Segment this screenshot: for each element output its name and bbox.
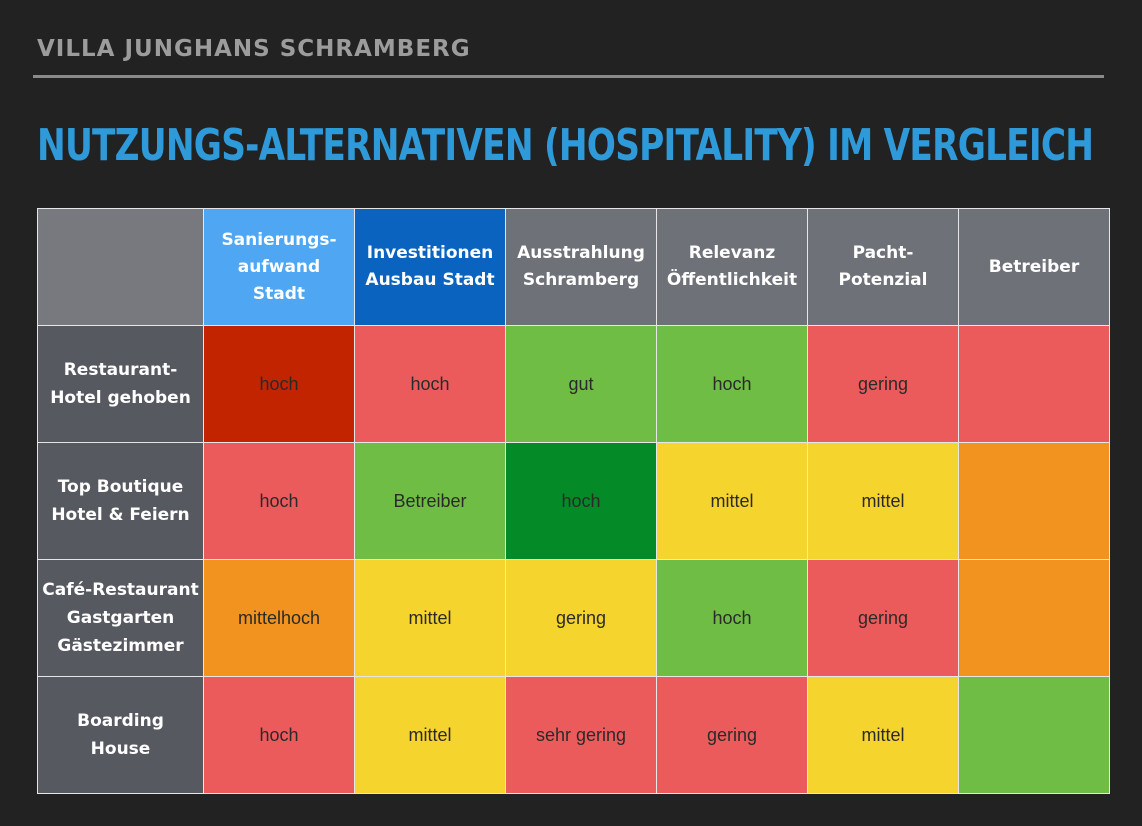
column-header-line: Pacht- bbox=[852, 243, 914, 263]
table-row: Top Boutique Hotel & Feiern hoch Betreiber h… bbox=[37, 442, 1110, 560]
rating-cell: sehr gering bbox=[505, 676, 657, 794]
column-header-line: Sanierungs- bbox=[221, 229, 337, 250]
row-header: Top Boutique Hotel & Feiern bbox=[37, 442, 204, 560]
rating-cell: hoch bbox=[203, 676, 355, 794]
row-header-line: Gastgarten bbox=[66, 608, 175, 628]
rating-cell: gering bbox=[656, 676, 808, 794]
rating-cell bbox=[958, 442, 1110, 560]
row-header: Boarding House bbox=[37, 676, 204, 794]
row-header-line: Restaurant- bbox=[63, 360, 178, 380]
column-header-line: aufwand bbox=[237, 256, 321, 277]
row-header-line: Boarding bbox=[77, 711, 164, 731]
row-header: Restaurant- Hotel gehoben bbox=[37, 325, 204, 443]
rating-cell: gering bbox=[807, 559, 959, 677]
column-header-line: Relevanz bbox=[688, 243, 776, 263]
column-header-investitionen: Investitionen Ausbau Stadt bbox=[354, 208, 506, 326]
rating-cell: mittel bbox=[354, 676, 506, 794]
column-header-line: Ausbau Stadt bbox=[365, 270, 495, 290]
column-header-line: Betreiber bbox=[988, 256, 1080, 277]
rating-cell: hoch bbox=[203, 325, 355, 443]
rating-cell: mittel bbox=[807, 676, 959, 794]
column-header-relevanz: Relevanz Öffentlichkeit bbox=[656, 208, 808, 326]
column-header-line: Ausstrahlung bbox=[517, 243, 645, 263]
table-row: Boarding House hoch mittel sehr gering gering… bbox=[37, 676, 1110, 794]
rating-cell: gering bbox=[807, 325, 959, 443]
table-row: Restaurant- Hotel gehoben hoch hoch gut hoch g… bbox=[37, 325, 1110, 443]
header-divider bbox=[33, 75, 1104, 78]
rating-cell: hoch bbox=[505, 442, 657, 560]
table-row: Café-Restaurant Gastgarten Gästezimmer mitt… bbox=[37, 559, 1110, 677]
column-header-ausstrahlung: Ausstrahlung Schramberg bbox=[505, 208, 657, 326]
rating-cell: gut bbox=[505, 325, 657, 443]
rating-cell: hoch bbox=[203, 442, 355, 560]
page-title: NUTZUNGS-ALTERNATIVEN (HOSPITALITY) IM V… bbox=[37, 120, 1094, 171]
column-header-betreiber: Betreiber bbox=[958, 208, 1110, 326]
rating-cell: mittel bbox=[354, 559, 506, 677]
column-header-line: Öffentlichkeit bbox=[666, 270, 798, 290]
rating-cell bbox=[958, 325, 1110, 443]
column-header-pachtpotenzial: Pacht- Potenzial bbox=[807, 208, 959, 326]
rating-cell: Betreiber bbox=[354, 442, 506, 560]
row-header-line: Gästezimmer bbox=[57, 636, 184, 656]
header-supertitle: VILLA JUNGHANS SCHRAMBERG bbox=[37, 36, 471, 62]
rating-cell: gering bbox=[505, 559, 657, 677]
column-header-line: Investitionen bbox=[366, 243, 494, 263]
table-header-row: Sanierungs- aufwand Stadt Investitionen … bbox=[37, 208, 1110, 326]
column-header-line: Schramberg bbox=[522, 270, 640, 290]
rating-cell: mittel bbox=[656, 442, 808, 560]
comparison-table: Sanierungs- aufwand Stadt Investitionen … bbox=[37, 208, 1110, 794]
rating-cell: hoch bbox=[656, 325, 808, 443]
row-header-line: Café-Restaurant bbox=[42, 580, 199, 600]
column-header-line: Potenzial bbox=[838, 270, 928, 290]
row-header-line: Top Boutique bbox=[57, 477, 184, 497]
row-header-line: Hotel gehoben bbox=[50, 388, 191, 408]
rating-cell: mittelhoch bbox=[203, 559, 355, 677]
rating-cell bbox=[958, 676, 1110, 794]
rating-cell: mittel bbox=[807, 442, 959, 560]
rating-cell bbox=[958, 559, 1110, 677]
row-header-line: Hotel & Feiern bbox=[51, 505, 190, 525]
column-header-sanierungsaufwand: Sanierungs- aufwand Stadt bbox=[203, 208, 355, 326]
table-corner-cell bbox=[37, 208, 204, 326]
rating-cell: hoch bbox=[656, 559, 808, 677]
rating-cell: hoch bbox=[354, 325, 506, 443]
column-header-line: Stadt bbox=[252, 283, 306, 304]
row-header: Café-Restaurant Gastgarten Gästezimmer bbox=[37, 559, 204, 677]
row-header-line: House bbox=[90, 739, 151, 759]
